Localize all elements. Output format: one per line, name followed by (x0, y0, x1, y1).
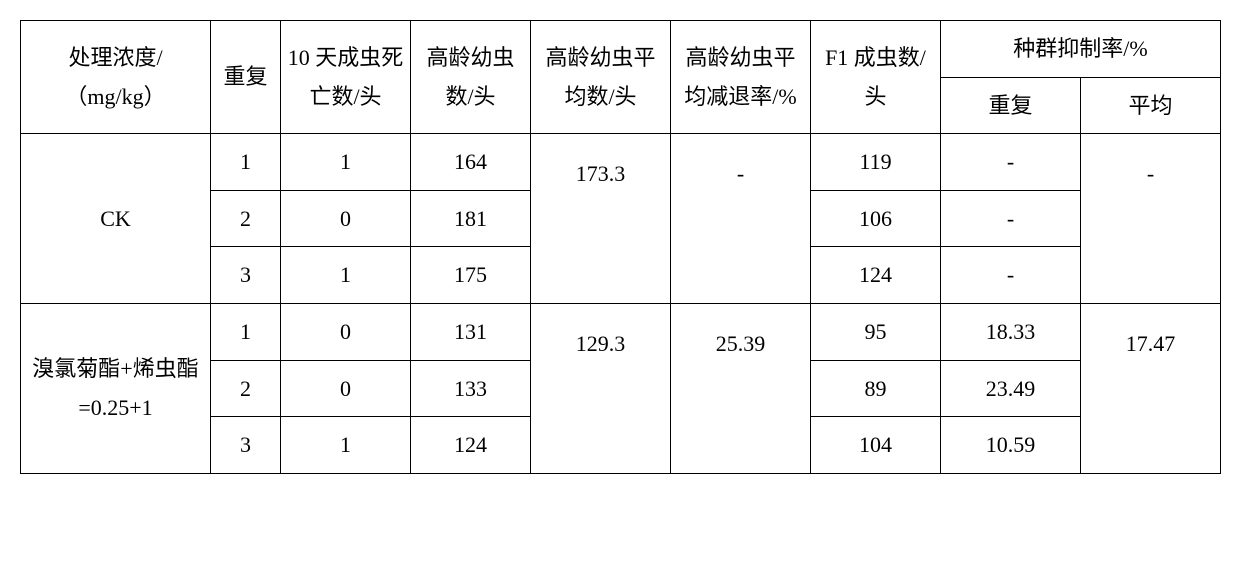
cell-pop-rep: 10.59 (941, 417, 1081, 474)
cell-f1: 119 (811, 134, 941, 191)
cell-larva-reduce: 25.39 (671, 303, 811, 473)
cell-rep: 2 (211, 360, 281, 417)
cell-pop-avg: 17.47 (1081, 303, 1221, 473)
cell-pop-rep: - (941, 247, 1081, 304)
header-treatment: 处理浓度/（mg/kg） (21, 21, 211, 134)
data-table: 处理浓度/（mg/kg） 重复 10 天成虫死亡数/头 高龄幼虫数/头 高龄幼虫… (20, 20, 1221, 474)
header-larva: 高龄幼虫数/头 (411, 21, 531, 134)
cell-day10: 1 (281, 247, 411, 304)
cell-larva-reduce: - (671, 134, 811, 304)
cell-day10: 0 (281, 190, 411, 247)
cell-treatment: CK (21, 134, 211, 304)
table-row: 溴氯菊酯+烯虫酯=0.25+110131129.325.399518.3317.… (21, 303, 1221, 360)
cell-larva: 181 (411, 190, 531, 247)
header-pop-inhibit: 种群抑制率/% (941, 21, 1221, 78)
cell-f1: 89 (811, 360, 941, 417)
cell-f1: 124 (811, 247, 941, 304)
cell-larva: 164 (411, 134, 531, 191)
cell-treatment: 溴氯菊酯+烯虫酯=0.25+1 (21, 303, 211, 473)
header-f1: F1 成虫数/头 (811, 21, 941, 134)
cell-rep: 3 (211, 247, 281, 304)
cell-f1: 104 (811, 417, 941, 474)
table-body: CK11164173.3-119--20181106-31175124-溴氯菊酯… (21, 134, 1221, 474)
table-row: CK11164173.3-119-- (21, 134, 1221, 191)
header-rep: 重复 (211, 21, 281, 134)
header-day10: 10 天成虫死亡数/头 (281, 21, 411, 134)
cell-pop-rep: - (941, 190, 1081, 247)
cell-rep: 3 (211, 417, 281, 474)
cell-day10: 0 (281, 303, 411, 360)
cell-pop-rep: 23.49 (941, 360, 1081, 417)
cell-larva: 175 (411, 247, 531, 304)
cell-f1: 95 (811, 303, 941, 360)
cell-pop-rep: 18.33 (941, 303, 1081, 360)
cell-larva: 133 (411, 360, 531, 417)
cell-pop-rep: - (941, 134, 1081, 191)
cell-f1: 106 (811, 190, 941, 247)
header-pop-rep: 重复 (941, 77, 1081, 134)
cell-larva-avg: 173.3 (531, 134, 671, 304)
cell-day10: 0 (281, 360, 411, 417)
cell-day10: 1 (281, 417, 411, 474)
cell-larva: 124 (411, 417, 531, 474)
header-larva-reduce: 高龄幼虫平均减退率/% (671, 21, 811, 134)
cell-rep: 1 (211, 303, 281, 360)
header-larva-avg: 高龄幼虫平均数/头 (531, 21, 671, 134)
cell-pop-avg: - (1081, 134, 1221, 304)
header-pop-avg: 平均 (1081, 77, 1221, 134)
cell-rep: 1 (211, 134, 281, 191)
cell-larva: 131 (411, 303, 531, 360)
cell-larva-avg: 129.3 (531, 303, 671, 473)
cell-rep: 2 (211, 190, 281, 247)
cell-day10: 1 (281, 134, 411, 191)
